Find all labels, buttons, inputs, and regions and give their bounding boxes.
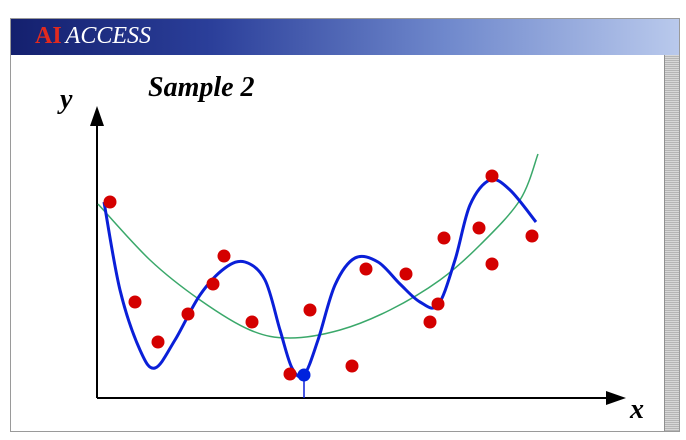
data-point-10 [345, 359, 359, 373]
data-point-16 [472, 221, 486, 235]
data-point-1 [103, 195, 117, 209]
data-point-12 [399, 267, 413, 281]
x-axis-arrow [606, 391, 626, 405]
app-title: AI ACCESS [35, 23, 151, 50]
data-point-18 [485, 257, 499, 271]
data-point-15 [437, 231, 451, 245]
data-point-13 [423, 315, 437, 329]
data-point-9 [303, 303, 317, 317]
data-point-7 [245, 315, 259, 329]
overfit-curve [102, 177, 538, 379]
title-bar: AI ACCESS [11, 19, 679, 55]
brand-logo-text: AI [35, 23, 62, 49]
y-axis-label: y [57, 84, 73, 115]
smooth-fit-curve [97, 153, 539, 339]
data-point-4 [181, 307, 195, 321]
chart-title: Sample 2 [148, 72, 255, 103]
data-point-2 [128, 295, 142, 309]
vertical-scrollbar[interactable] [664, 55, 679, 431]
data-point-11 [359, 262, 373, 276]
data-point-5 [206, 277, 220, 291]
app-title-label: ACCESS [65, 23, 152, 49]
data-point-17 [485, 169, 499, 183]
app-window: AI ACCESS [10, 18, 680, 432]
data-point-6 [217, 249, 231, 263]
x-axis-label: x [629, 394, 644, 425]
highlight-point [297, 368, 311, 382]
data-point-14 [431, 297, 445, 311]
data-point-3 [151, 335, 165, 349]
data-points [103, 169, 539, 382]
y-axis-arrow [90, 106, 104, 126]
data-point-19 [525, 229, 539, 243]
data-point-8 [283, 367, 297, 381]
